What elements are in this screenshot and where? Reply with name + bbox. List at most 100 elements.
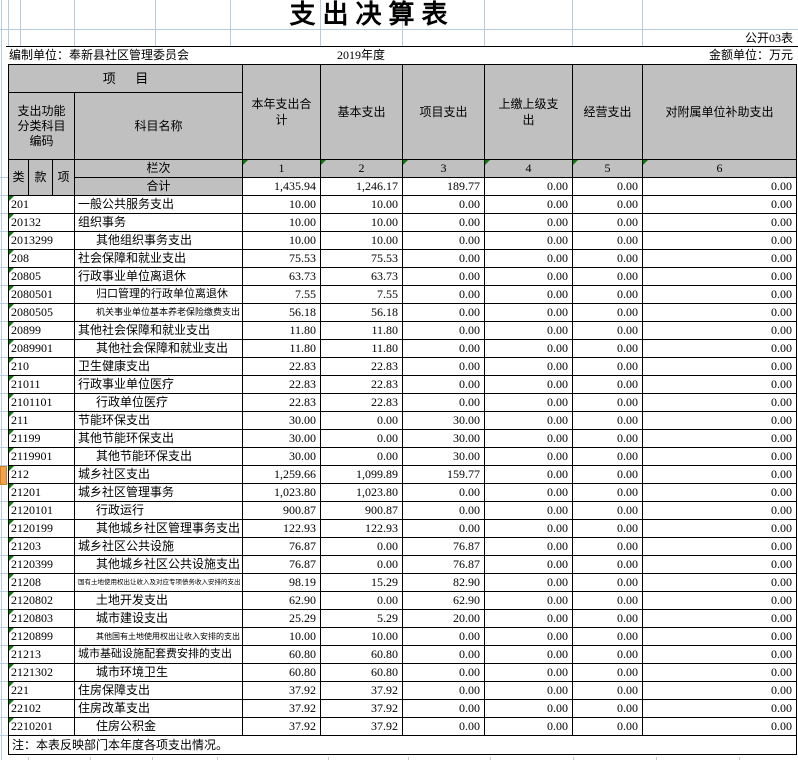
cell-value[interactable]: 0.00: [572, 573, 644, 592]
cell-value[interactable]: 0.00: [572, 519, 644, 538]
cell-value[interactable]: 0.00: [572, 195, 644, 214]
cell-value[interactable]: 0.00: [320, 411, 404, 430]
cell-value[interactable]: 10.00: [242, 195, 322, 214]
header-class[interactable]: 类: [8, 159, 29, 196]
cell-value[interactable]: 0.00: [484, 591, 574, 610]
cell-value[interactable]: 22.83: [320, 393, 404, 412]
cell-code[interactable]: 2120802: [8, 591, 75, 610]
cell-value[interactable]: 11.80: [242, 339, 322, 358]
cell-value[interactable]: 0.00: [320, 447, 404, 466]
cell-value[interactable]: 0.00: [572, 699, 644, 718]
cell-subject-name[interactable]: 国有土地使用权出让收入及对应专项债务收入安排的支出: [73, 573, 244, 592]
cell-subject-name[interactable]: 其他国有土地使用权出让收入安排的支出: [73, 627, 244, 646]
cell-code[interactable]: 2080505: [8, 303, 75, 322]
cell-value[interactable]: 0.00: [572, 393, 644, 412]
cell-subject-name[interactable]: 社会保障和就业支出: [73, 249, 244, 268]
cell-value[interactable]: 76.87: [402, 537, 486, 556]
cell-value[interactable]: 0.00: [320, 591, 404, 610]
cell-code[interactable]: 2101101: [8, 393, 75, 412]
cell-value[interactable]: 0.00: [572, 375, 644, 394]
cell-value[interactable]: 0.00: [484, 285, 574, 304]
cell-value[interactable]: 0.00: [402, 195, 486, 214]
cell-value[interactable]: 0.00: [484, 537, 574, 556]
cell-value[interactable]: 0.00: [402, 321, 486, 340]
cell-value[interactable]: 30.00: [402, 429, 486, 448]
cell-value[interactable]: 7.55: [242, 285, 322, 304]
cell-value[interactable]: 82.90: [402, 573, 486, 592]
cell-value[interactable]: 5.29: [320, 609, 404, 628]
cell-value[interactable]: 0.00: [572, 645, 644, 664]
cell-subject-name[interactable]: 土地开发支出: [73, 591, 244, 610]
cell-subject-name[interactable]: 其他节能环保支出: [73, 447, 244, 466]
cell-code[interactable]: 2120101: [8, 501, 75, 520]
cell-value[interactable]: 0.00: [572, 321, 644, 340]
cell-value[interactable]: 0.00: [572, 339, 644, 358]
cell-value[interactable]: 15.29: [320, 573, 404, 592]
cell-code[interactable]: 201: [8, 195, 75, 214]
cell-value[interactable]: 0.00: [572, 663, 644, 682]
cell-value[interactable]: 0.00: [642, 465, 798, 484]
cell-value[interactable]: 0.00: [484, 339, 574, 358]
cell-value[interactable]: 0.00: [642, 231, 798, 250]
cell-value[interactable]: 0.00: [484, 609, 574, 628]
cell-value[interactable]: 122.93: [242, 519, 322, 538]
total-value[interactable]: 0.00: [484, 177, 574, 196]
cell-value[interactable]: 10.00: [320, 627, 404, 646]
cell-value[interactable]: 37.92: [242, 699, 322, 718]
cell-subject-name[interactable]: 其他社会保障和就业支出: [73, 321, 244, 340]
cell-value[interactable]: 0.00: [572, 303, 644, 322]
cell-value[interactable]: 37.92: [320, 681, 404, 700]
cell-code[interactable]: 221: [8, 681, 75, 700]
cell-value[interactable]: 0.00: [642, 213, 798, 232]
cell-subject-name[interactable]: 其他城乡社区管理事务支出: [73, 519, 244, 538]
cell-value[interactable]: 0.00: [642, 627, 798, 646]
cell-value[interactable]: 0.00: [642, 393, 798, 412]
cell-code[interactable]: 2080501: [8, 285, 75, 304]
cell-value[interactable]: 0.00: [642, 429, 798, 448]
cell-code[interactable]: 22102: [8, 699, 75, 718]
cell-value[interactable]: 0.00: [642, 411, 798, 430]
cell-subject-name[interactable]: 行政运行: [73, 501, 244, 520]
cell-value[interactable]: 0.00: [402, 627, 486, 646]
cell-value[interactable]: 22.83: [242, 357, 322, 376]
header-item[interactable]: 项: [52, 159, 75, 196]
cell-code[interactable]: 21208: [8, 573, 75, 592]
cell-value[interactable]: 0.00: [402, 231, 486, 250]
cell-code[interactable]: 211: [8, 411, 75, 430]
cell-value[interactable]: 0.00: [642, 663, 798, 682]
cell-subject-name[interactable]: 行政事业单位离退休: [73, 267, 244, 286]
cell-value[interactable]: 0.00: [402, 339, 486, 358]
cell-value[interactable]: 0.00: [402, 267, 486, 286]
header-col-total[interactable]: 本年支出合计: [242, 64, 322, 160]
cell-value[interactable]: 60.80: [320, 663, 404, 682]
cell-value[interactable]: 10.00: [320, 213, 404, 232]
cell-value[interactable]: 0.00: [402, 663, 486, 682]
cell-code[interactable]: 20899: [8, 321, 75, 340]
cell-value[interactable]: 0.00: [484, 483, 574, 502]
cell-value[interactable]: 0.00: [642, 519, 798, 538]
cell-value[interactable]: 900.87: [242, 501, 322, 520]
cell-code[interactable]: 21011: [8, 375, 75, 394]
cell-value[interactable]: 30.00: [242, 429, 322, 448]
cell-value[interactable]: 0.00: [642, 717, 798, 736]
header-col-subsidy[interactable]: 对附属单位补助支出: [642, 64, 798, 160]
cell-value[interactable]: 0.00: [402, 519, 486, 538]
cell-value[interactable]: 0.00: [402, 393, 486, 412]
cell-value[interactable]: 25.29: [242, 609, 322, 628]
cell-value[interactable]: 0.00: [572, 213, 644, 232]
cell-code[interactable]: 21213: [8, 645, 75, 664]
cell-value[interactable]: 0.00: [642, 699, 798, 718]
cell-subject-name[interactable]: 其他社会保障和就业支出: [73, 339, 244, 358]
cell-value[interactable]: 0.00: [642, 609, 798, 628]
column-number-1[interactable]: 1: [242, 159, 322, 178]
cell-value[interactable]: 0.00: [402, 285, 486, 304]
cell-value[interactable]: 76.87: [402, 555, 486, 574]
cell-value[interactable]: 0.00: [572, 681, 644, 700]
cell-value[interactable]: 0.00: [642, 645, 798, 664]
cell-subject-name[interactable]: 行政单位医疗: [73, 393, 244, 412]
cell-subject-name[interactable]: 机关事业单位基本养老保险缴费支出: [73, 303, 244, 322]
total-label[interactable]: 合计: [73, 177, 244, 196]
cell-subject-name[interactable]: 城市环境卫生: [73, 663, 244, 682]
cell-value[interactable]: 75.53: [320, 249, 404, 268]
cell-value[interactable]: 10.00: [320, 231, 404, 250]
